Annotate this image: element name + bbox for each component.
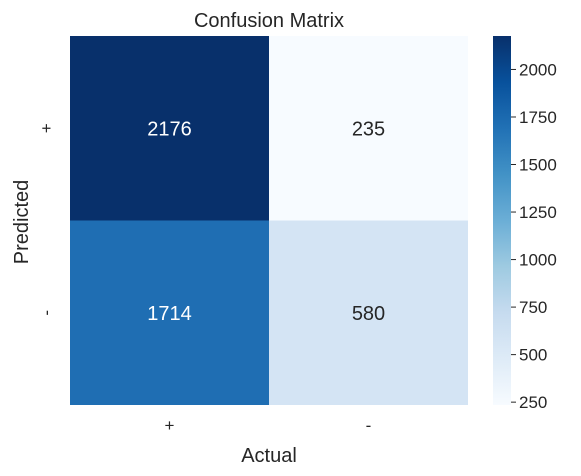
colorbar-tick-label: 750: [519, 298, 547, 317]
heatmap-cells: [70, 36, 468, 405]
heatmap-cell: [269, 36, 468, 221]
cell-value-label: 2176: [147, 118, 192, 140]
cell-value-label: 580: [352, 303, 385, 325]
heatmap-cell: [269, 220, 468, 405]
colorbar-tick-label: 1000: [519, 251, 557, 270]
cell-value-label: 1714: [147, 303, 192, 325]
x-tick-label: +: [165, 416, 175, 435]
y-axis-label: Predicted: [11, 180, 33, 265]
colorbar-ticks: 250 500 750 1000 1250 1500 1750 2000: [511, 60, 557, 412]
y-tick-label: -: [37, 310, 56, 316]
x-axis-ticks: + -: [165, 416, 372, 435]
heatmap-cell: [70, 220, 269, 405]
colorbar-tick-label: 1500: [519, 156, 557, 175]
colorbar-tick-label: 1250: [519, 203, 557, 222]
chart-title: Confusion Matrix: [194, 10, 344, 32]
colorbar-tick-label: 1750: [519, 108, 557, 127]
heatmap-cell-labels: 2176 235 1714 580: [147, 118, 385, 325]
colorbar-tick-label: 250: [519, 393, 547, 412]
y-axis-ticks: +-: [37, 123, 56, 315]
colorbar: [493, 36, 511, 405]
y-tick-label: +: [37, 123, 56, 133]
x-axis-label: Actual: [241, 445, 297, 467]
x-tick-label: -: [366, 416, 372, 435]
cell-value-label: 235: [352, 118, 385, 140]
colorbar-tick-label: 2000: [519, 60, 557, 79]
heatmap-cell: [70, 36, 269, 221]
colorbar-tick-label: 500: [519, 346, 547, 365]
